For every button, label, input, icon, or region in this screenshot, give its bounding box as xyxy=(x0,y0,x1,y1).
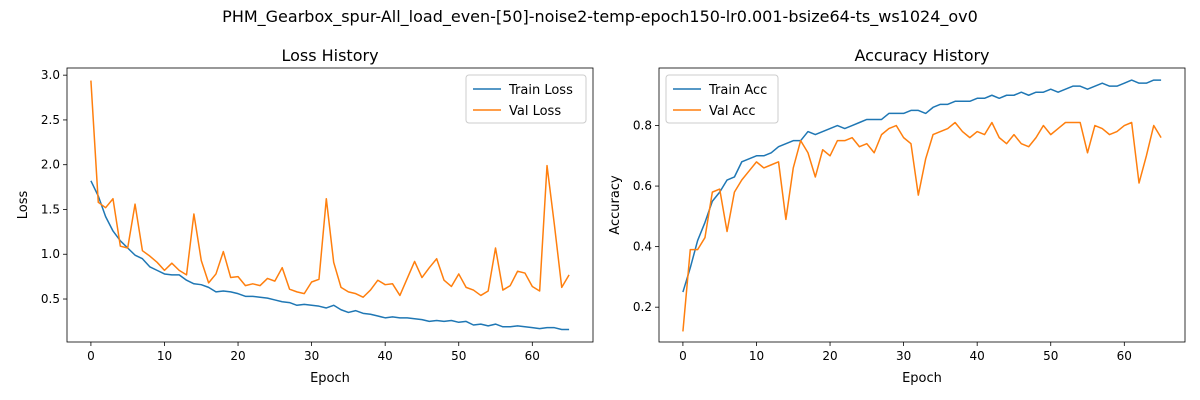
loss-y-tick-label: 0.5 xyxy=(41,292,60,306)
loss-x-axis-label: Epoch xyxy=(310,371,350,386)
accuracy-x-tick-label: 30 xyxy=(896,349,911,363)
loss-x-tick-label: 40 xyxy=(378,349,393,363)
loss-x-tick-label: 20 xyxy=(230,349,245,363)
loss-plot-title: Loss History xyxy=(281,46,378,65)
loss-series-line-0 xyxy=(90,180,570,331)
accuracy-y-tick-label: 0.6 xyxy=(633,179,652,193)
loss-x-tick-label: 60 xyxy=(525,349,540,363)
accuracy-legend-label-0: Train Acc xyxy=(708,83,767,98)
loss-y-tick-label: 3.0 xyxy=(41,68,60,82)
loss-history-plot: Loss History 0 10 20 30 40 50 60 0.5 1.0 1.5 2.0 2.5… xyxy=(16,46,594,386)
accuracy-plot-title: Accuracy History xyxy=(854,46,989,65)
loss-series-line-1 xyxy=(90,80,570,298)
loss-y-axis-label: Loss xyxy=(16,191,31,220)
loss-y-tick-label: 2.5 xyxy=(41,113,60,127)
accuracy-series-line-0 xyxy=(682,79,1162,293)
accuracy-legend-box xyxy=(665,74,779,124)
loss-y-tick-label: 2.0 xyxy=(41,158,60,172)
accuracy-x-tick-label: 0 xyxy=(679,349,687,363)
accuracy-series-line-1 xyxy=(682,121,1162,332)
loss-x-tick-label: 30 xyxy=(304,349,319,363)
accuracy-y-tick-label: 0.8 xyxy=(633,119,652,133)
figure-suptitle: PHM_Gearbox_spur-All_load_even-[50]-nois… xyxy=(222,7,978,27)
loss-axes-frame xyxy=(66,67,594,343)
accuracy-x-tick-label: 60 xyxy=(1117,349,1132,363)
loss-x-tick-label: 50 xyxy=(451,349,466,363)
accuracy-x-tick-label: 40 xyxy=(970,349,985,363)
accuracy-x-tick-label: 20 xyxy=(822,349,837,363)
loss-legend-box xyxy=(465,74,587,124)
accuracy-legend-label-1: Val Acc xyxy=(709,104,756,119)
accuracy-history-plot: Accuracy History 0 10 20 30 40 50 60 0.2 0.4 0.6 0.… xyxy=(608,46,1186,386)
loss-x-tick-label: 10 xyxy=(157,349,172,363)
loss-legend-label-1: Val Loss xyxy=(509,104,561,119)
loss-x-tick-label: 0 xyxy=(87,349,95,363)
accuracy-axes-frame xyxy=(658,67,1186,343)
loss-legend: Train Loss Val Loss xyxy=(465,74,587,124)
accuracy-x-axis-label: Epoch xyxy=(902,371,942,386)
accuracy-legend: Train Acc Val Acc xyxy=(665,74,779,124)
loss-legend-label-0: Train Loss xyxy=(508,83,573,98)
loss-y-tick-label: 1.5 xyxy=(41,202,60,216)
accuracy-x-tick-label: 10 xyxy=(749,349,764,363)
accuracy-y-tick-label: 0.2 xyxy=(633,300,652,314)
accuracy-y-axis-label: Accuracy xyxy=(608,175,623,235)
loss-y-tick-label: 1.0 xyxy=(41,247,60,261)
accuracy-y-tick-label: 0.4 xyxy=(633,240,652,254)
accuracy-x-tick-label: 50 xyxy=(1043,349,1058,363)
